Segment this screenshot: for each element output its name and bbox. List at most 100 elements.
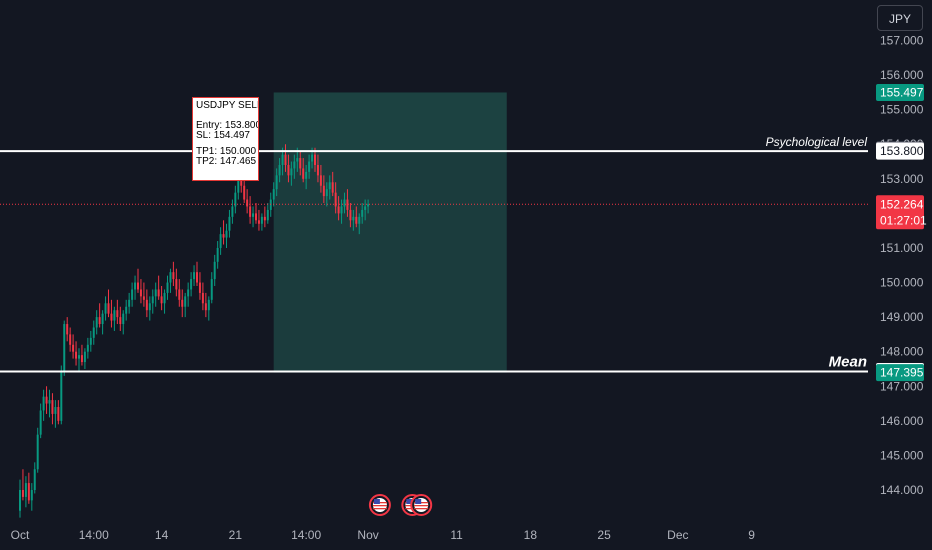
candle: [157, 275, 160, 300]
us-flag-icon[interactable]: [368, 494, 391, 516]
price-tag: 155.497: [876, 83, 924, 101]
x-tick-label: 18: [524, 528, 538, 542]
candle: [367, 199, 370, 214]
candle: [78, 348, 80, 373]
price-tag-label: 147.395: [880, 366, 924, 380]
candle: [275, 168, 278, 197]
candle: [252, 206, 255, 228]
candle: [48, 389, 51, 418]
candle: [142, 282, 145, 307]
candle: [213, 254, 216, 286]
candle: [36, 427, 39, 473]
candle: [225, 223, 228, 248]
candle: [39, 403, 42, 439]
x-tick-label: 14:00: [79, 528, 109, 542]
candle: [316, 154, 319, 183]
note-tp2: TP2: 147.465: [196, 156, 257, 167]
candle: [169, 268, 172, 293]
candle: [319, 164, 322, 193]
candle: [349, 203, 352, 228]
trade-note: USDJPY SELL Entry: 153.800 SL: 154.497 T…: [192, 97, 259, 181]
candle: [83, 348, 86, 369]
us-flag-icon[interactable]: [410, 494, 433, 516]
candle: [101, 310, 104, 335]
candle: [128, 292, 131, 314]
candle: [75, 341, 78, 366]
candle: [278, 158, 281, 183]
y-tick-label: 153.000: [880, 172, 924, 186]
candle: [181, 289, 184, 318]
note-tp1: TP1: 150.000: [196, 146, 257, 157]
candle: [358, 213, 361, 235]
candle: [148, 296, 151, 321]
candle: [281, 147, 284, 176]
candle: [172, 261, 175, 286]
candle: [125, 299, 128, 321]
currency-button[interactable]: JPY: [877, 5, 923, 31]
countdown-label: 01:27:01: [880, 213, 927, 227]
candle: [54, 400, 57, 428]
candle: [322, 175, 325, 204]
candle: [122, 310, 125, 335]
y-tick-label: 156.000: [880, 68, 924, 82]
candle: [134, 275, 137, 300]
x-axis[interactable]: Oct 14:00 14 21 14:00 Nov 11 18 25 Dec 9: [11, 528, 756, 542]
candle: [290, 161, 293, 186]
current-price-tag: 152.264 01:27:01: [876, 195, 927, 230]
candle: [222, 220, 225, 245]
candle: [287, 154, 290, 183]
candle: [257, 209, 260, 231]
candle: [234, 185, 237, 214]
y-tick-label: 151.000: [880, 241, 924, 255]
candle: [284, 144, 287, 172]
candle: [260, 213, 263, 231]
candle: [33, 462, 36, 494]
candle: [302, 158, 305, 183]
candle: [86, 337, 89, 359]
x-tick-label: 25: [597, 528, 611, 542]
candle: [42, 389, 45, 421]
candle: [30, 483, 33, 511]
candle: [210, 272, 213, 304]
candle: [45, 386, 48, 414]
candle: [72, 334, 75, 359]
candle: [352, 209, 355, 231]
candle: [69, 327, 72, 352]
candle: [116, 299, 119, 325]
candle: [184, 292, 187, 318]
candle: [119, 306, 122, 331]
candle: [89, 330, 92, 352]
candle: [139, 279, 142, 304]
candle: [104, 296, 107, 321]
y-tick-label: 144.000: [880, 483, 924, 497]
candle: [57, 400, 60, 425]
candle: [187, 282, 190, 307]
candle: [151, 289, 154, 314]
candle: [131, 282, 134, 307]
candle: [92, 320, 95, 345]
x-tick-label: Nov: [357, 528, 378, 542]
candle: [190, 272, 193, 297]
price-tag: 147.395: [876, 364, 924, 382]
candles: [19, 144, 370, 518]
event-markers: [368, 494, 433, 516]
y-tick-label: 157.000: [880, 34, 924, 48]
note-sl: SL: 154.497: [196, 130, 250, 141]
price-tag-label: 153.800: [880, 144, 924, 158]
candle: [308, 154, 311, 179]
y-tick-label: 148.000: [880, 345, 924, 359]
candle: [228, 209, 231, 238]
x-tick-label: 21: [229, 528, 243, 542]
candle: [343, 192, 346, 214]
candle: [178, 279, 181, 307]
candle: [219, 227, 222, 255]
candle: [110, 299, 113, 328]
candle: [63, 320, 66, 376]
candle: [113, 306, 116, 331]
candle: [216, 241, 219, 269]
x-tick-label: 9: [748, 528, 755, 542]
y-tick-label: 146.000: [880, 414, 924, 428]
horizontal-lines: Psychological level Mean: [0, 135, 868, 373]
candle: [207, 296, 210, 321]
